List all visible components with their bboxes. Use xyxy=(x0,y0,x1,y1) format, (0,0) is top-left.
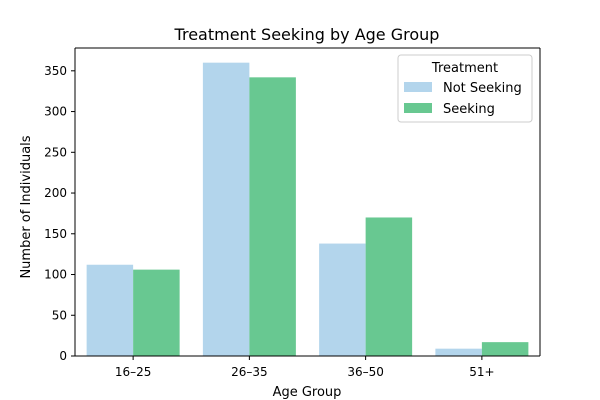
y-tick-label: 100 xyxy=(44,268,67,282)
bar-not-seeking-1 xyxy=(202,62,250,357)
y-tick-label: 150 xyxy=(44,227,67,241)
legend: Treatment Not Seeking Seeking xyxy=(397,54,533,123)
y-tick-label: 50 xyxy=(52,308,67,322)
x-tick-label: 26–35 xyxy=(231,365,268,379)
legend-label-seeking: Seeking xyxy=(443,102,495,117)
plot-area: 0 50 100 150 200 250 300 350 16–25 26–35 36–50 51+ xyxy=(44,47,541,379)
legend-swatch-seeking xyxy=(404,103,432,113)
bar-not-seeking-2 xyxy=(319,243,366,356)
bar-seeking-0 xyxy=(133,269,180,356)
y-tick-label: 300 xyxy=(44,105,67,119)
bar-not-seeking-3 xyxy=(435,348,482,356)
bar-not-seeking-0 xyxy=(86,264,134,356)
y-tick-label: 350 xyxy=(44,64,67,78)
legend-title: Treatment xyxy=(431,61,498,76)
y-axis-label: Number of Individuals xyxy=(19,135,34,278)
legend-label-not-seeking: Not Seeking xyxy=(443,81,522,96)
bar-seeking-3 xyxy=(481,342,529,356)
bar-seeking-1 xyxy=(249,77,296,356)
x-tick-label: 51+ xyxy=(469,365,494,379)
y-tick-label: 0 xyxy=(59,349,67,363)
bar-seeking-2 xyxy=(365,217,413,356)
chart-title: Treatment Seeking by Age Group xyxy=(174,25,440,44)
x-axis-label: Age Group xyxy=(273,385,342,400)
x-tick-label: 36–50 xyxy=(347,365,384,379)
legend-swatch-not-seeking xyxy=(404,82,432,92)
x-tick-label: 16–25 xyxy=(115,365,152,379)
y-tick-label: 200 xyxy=(44,186,67,200)
y-tick-label: 250 xyxy=(44,145,67,159)
